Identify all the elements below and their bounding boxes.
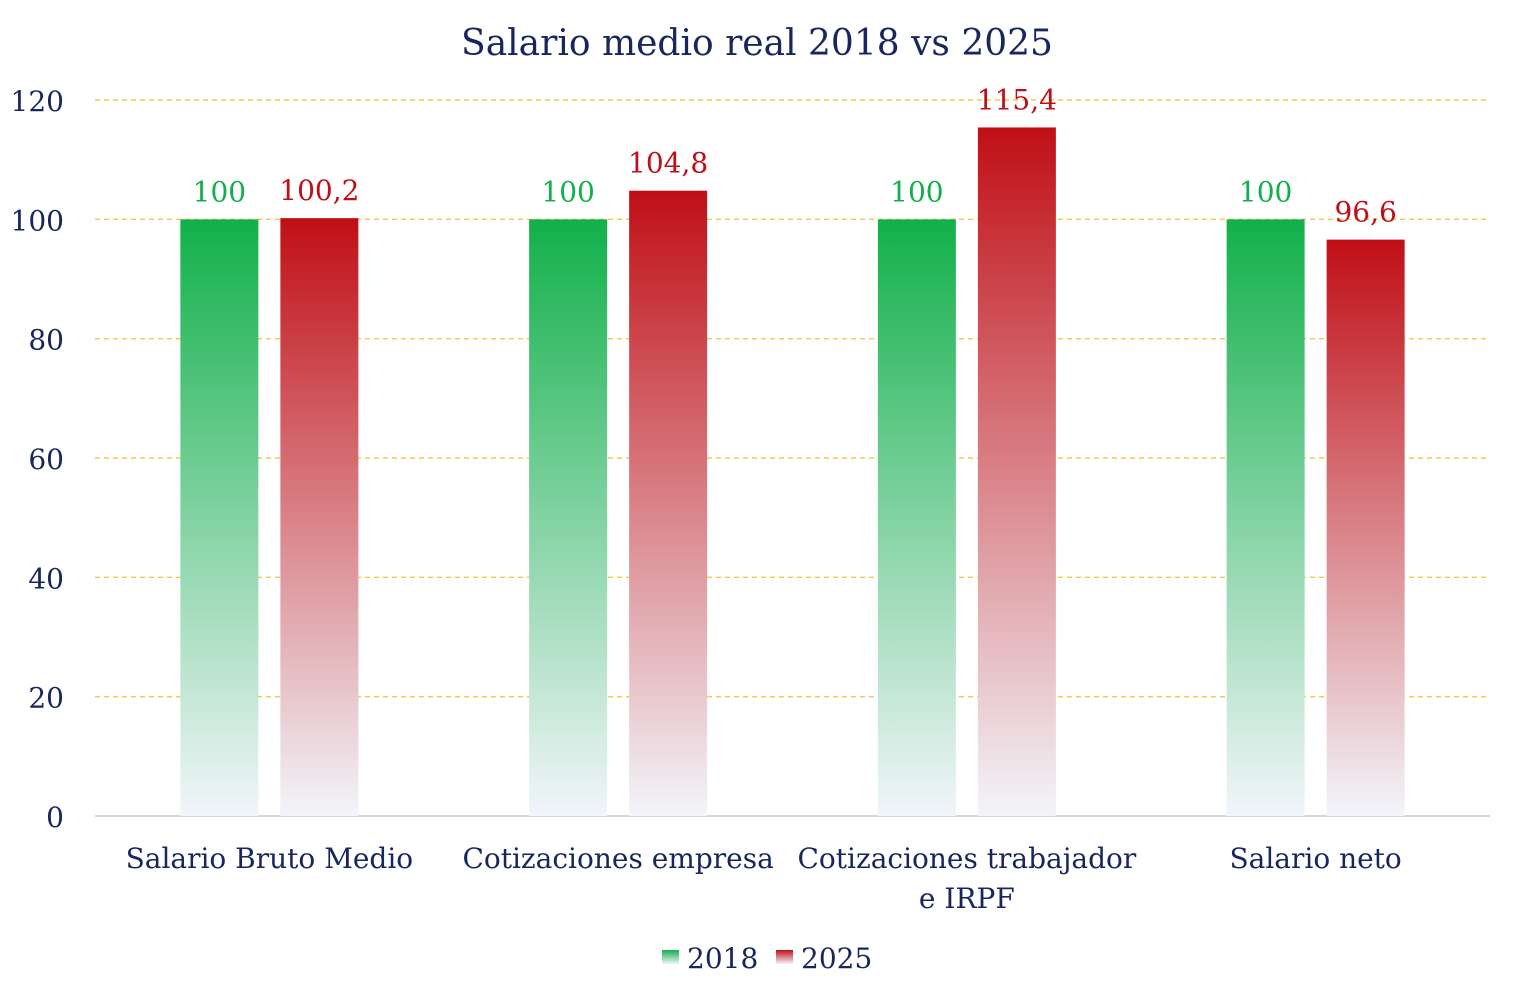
bar-2018-3 <box>1226 219 1305 817</box>
y-tick-label: 20 <box>28 682 64 715</box>
x-axis-labels: Salario Bruto Medio Cotizaciones empresa C… <box>126 842 1402 915</box>
x-tick-label: Cotizaciones trabajador e IRPF <box>797 842 1136 915</box>
bar-2025-1 <box>629 190 708 816</box>
legend-label-2018: 2018 <box>687 942 758 975</box>
y-tick-label: 100 <box>11 204 64 237</box>
y-tick-label: 0 <box>46 801 64 834</box>
legend-label-2025: 2025 <box>801 942 872 975</box>
data-label-2025-3: 96,6 <box>1334 196 1396 229</box>
bar-2018-2 <box>877 219 956 817</box>
bar-2018-1 <box>529 219 608 817</box>
legend-item-2018: 2018 <box>662 942 758 975</box>
data-label-2025-2: 115,4 <box>977 83 1057 116</box>
data-labels: 100 100,2 100 104,8 100 115,4 100 96,6 <box>193 83 1397 228</box>
bar-2025-2 <box>977 127 1056 817</box>
data-label-2018-0: 100 <box>193 175 246 208</box>
legend: 2018 2025 <box>662 942 872 975</box>
x-tick-label: Salario Bruto Medio <box>126 842 414 875</box>
legend-item-2025: 2025 <box>776 942 872 975</box>
bar-2025-3 <box>1326 239 1405 816</box>
bar-2025-0 <box>280 218 359 816</box>
data-label-2018-1: 100 <box>541 175 594 208</box>
x-tick-label: Cotizaciones empresa <box>462 842 773 875</box>
bar-2018-0 <box>180 219 259 817</box>
x-tick-label: Salario neto <box>1229 842 1401 875</box>
y-tick-label: 40 <box>28 562 64 595</box>
y-tick-label: 80 <box>28 324 64 357</box>
chart-title: Salario medio real 2018 vs 2025 <box>461 23 1053 64</box>
legend-swatch-2025 <box>776 950 793 964</box>
data-label-2018-2: 100 <box>890 175 943 208</box>
legend-swatch-2018 <box>662 950 679 964</box>
data-label-2025-0: 100,2 <box>279 174 359 207</box>
y-tick-label: 120 <box>11 85 64 118</box>
data-label-2025-1: 104,8 <box>628 147 708 180</box>
data-label-2018-3: 100 <box>1239 175 1292 208</box>
y-tick-label: 60 <box>28 443 64 476</box>
bars <box>180 127 1405 817</box>
